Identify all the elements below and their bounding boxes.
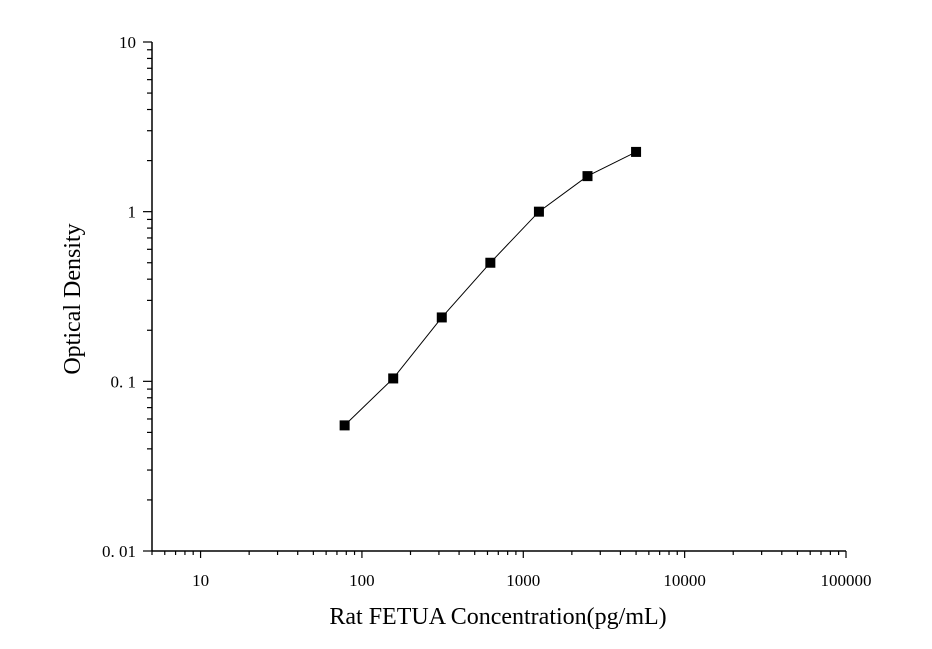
tick-marks bbox=[143, 41, 847, 558]
data-series bbox=[339, 146, 642, 431]
x-axis-title: Rat FETUA Concentration(pg/mL) bbox=[329, 604, 666, 630]
data-point-marker bbox=[339, 420, 350, 431]
x-tick-label: 1000 bbox=[506, 571, 540, 590]
x-tick-label: 10 bbox=[192, 571, 209, 590]
data-point-marker bbox=[582, 171, 593, 182]
y-axis-title: Optical Density bbox=[60, 223, 86, 374]
y-tick-label: 0. 01 bbox=[102, 542, 136, 561]
y-tick-label: 1 bbox=[128, 203, 137, 222]
x-tick-label: 10000 bbox=[663, 571, 706, 590]
data-point-marker bbox=[388, 373, 399, 384]
data-point-marker bbox=[631, 146, 642, 157]
data-point-marker bbox=[533, 206, 544, 217]
series-line bbox=[344, 151, 637, 426]
x-tick-label: 100000 bbox=[821, 571, 872, 590]
tick-labels: 10 100 1000 10000 100000 0. 01 0. 1 1 10 bbox=[102, 33, 872, 590]
y-tick-label: 0. 1 bbox=[111, 372, 137, 391]
axes bbox=[151, 42, 846, 552]
y-tick-label: 10 bbox=[119, 33, 136, 52]
data-point-marker bbox=[436, 312, 447, 323]
data-point-marker bbox=[485, 257, 496, 268]
x-tick-label: 100 bbox=[349, 571, 375, 590]
